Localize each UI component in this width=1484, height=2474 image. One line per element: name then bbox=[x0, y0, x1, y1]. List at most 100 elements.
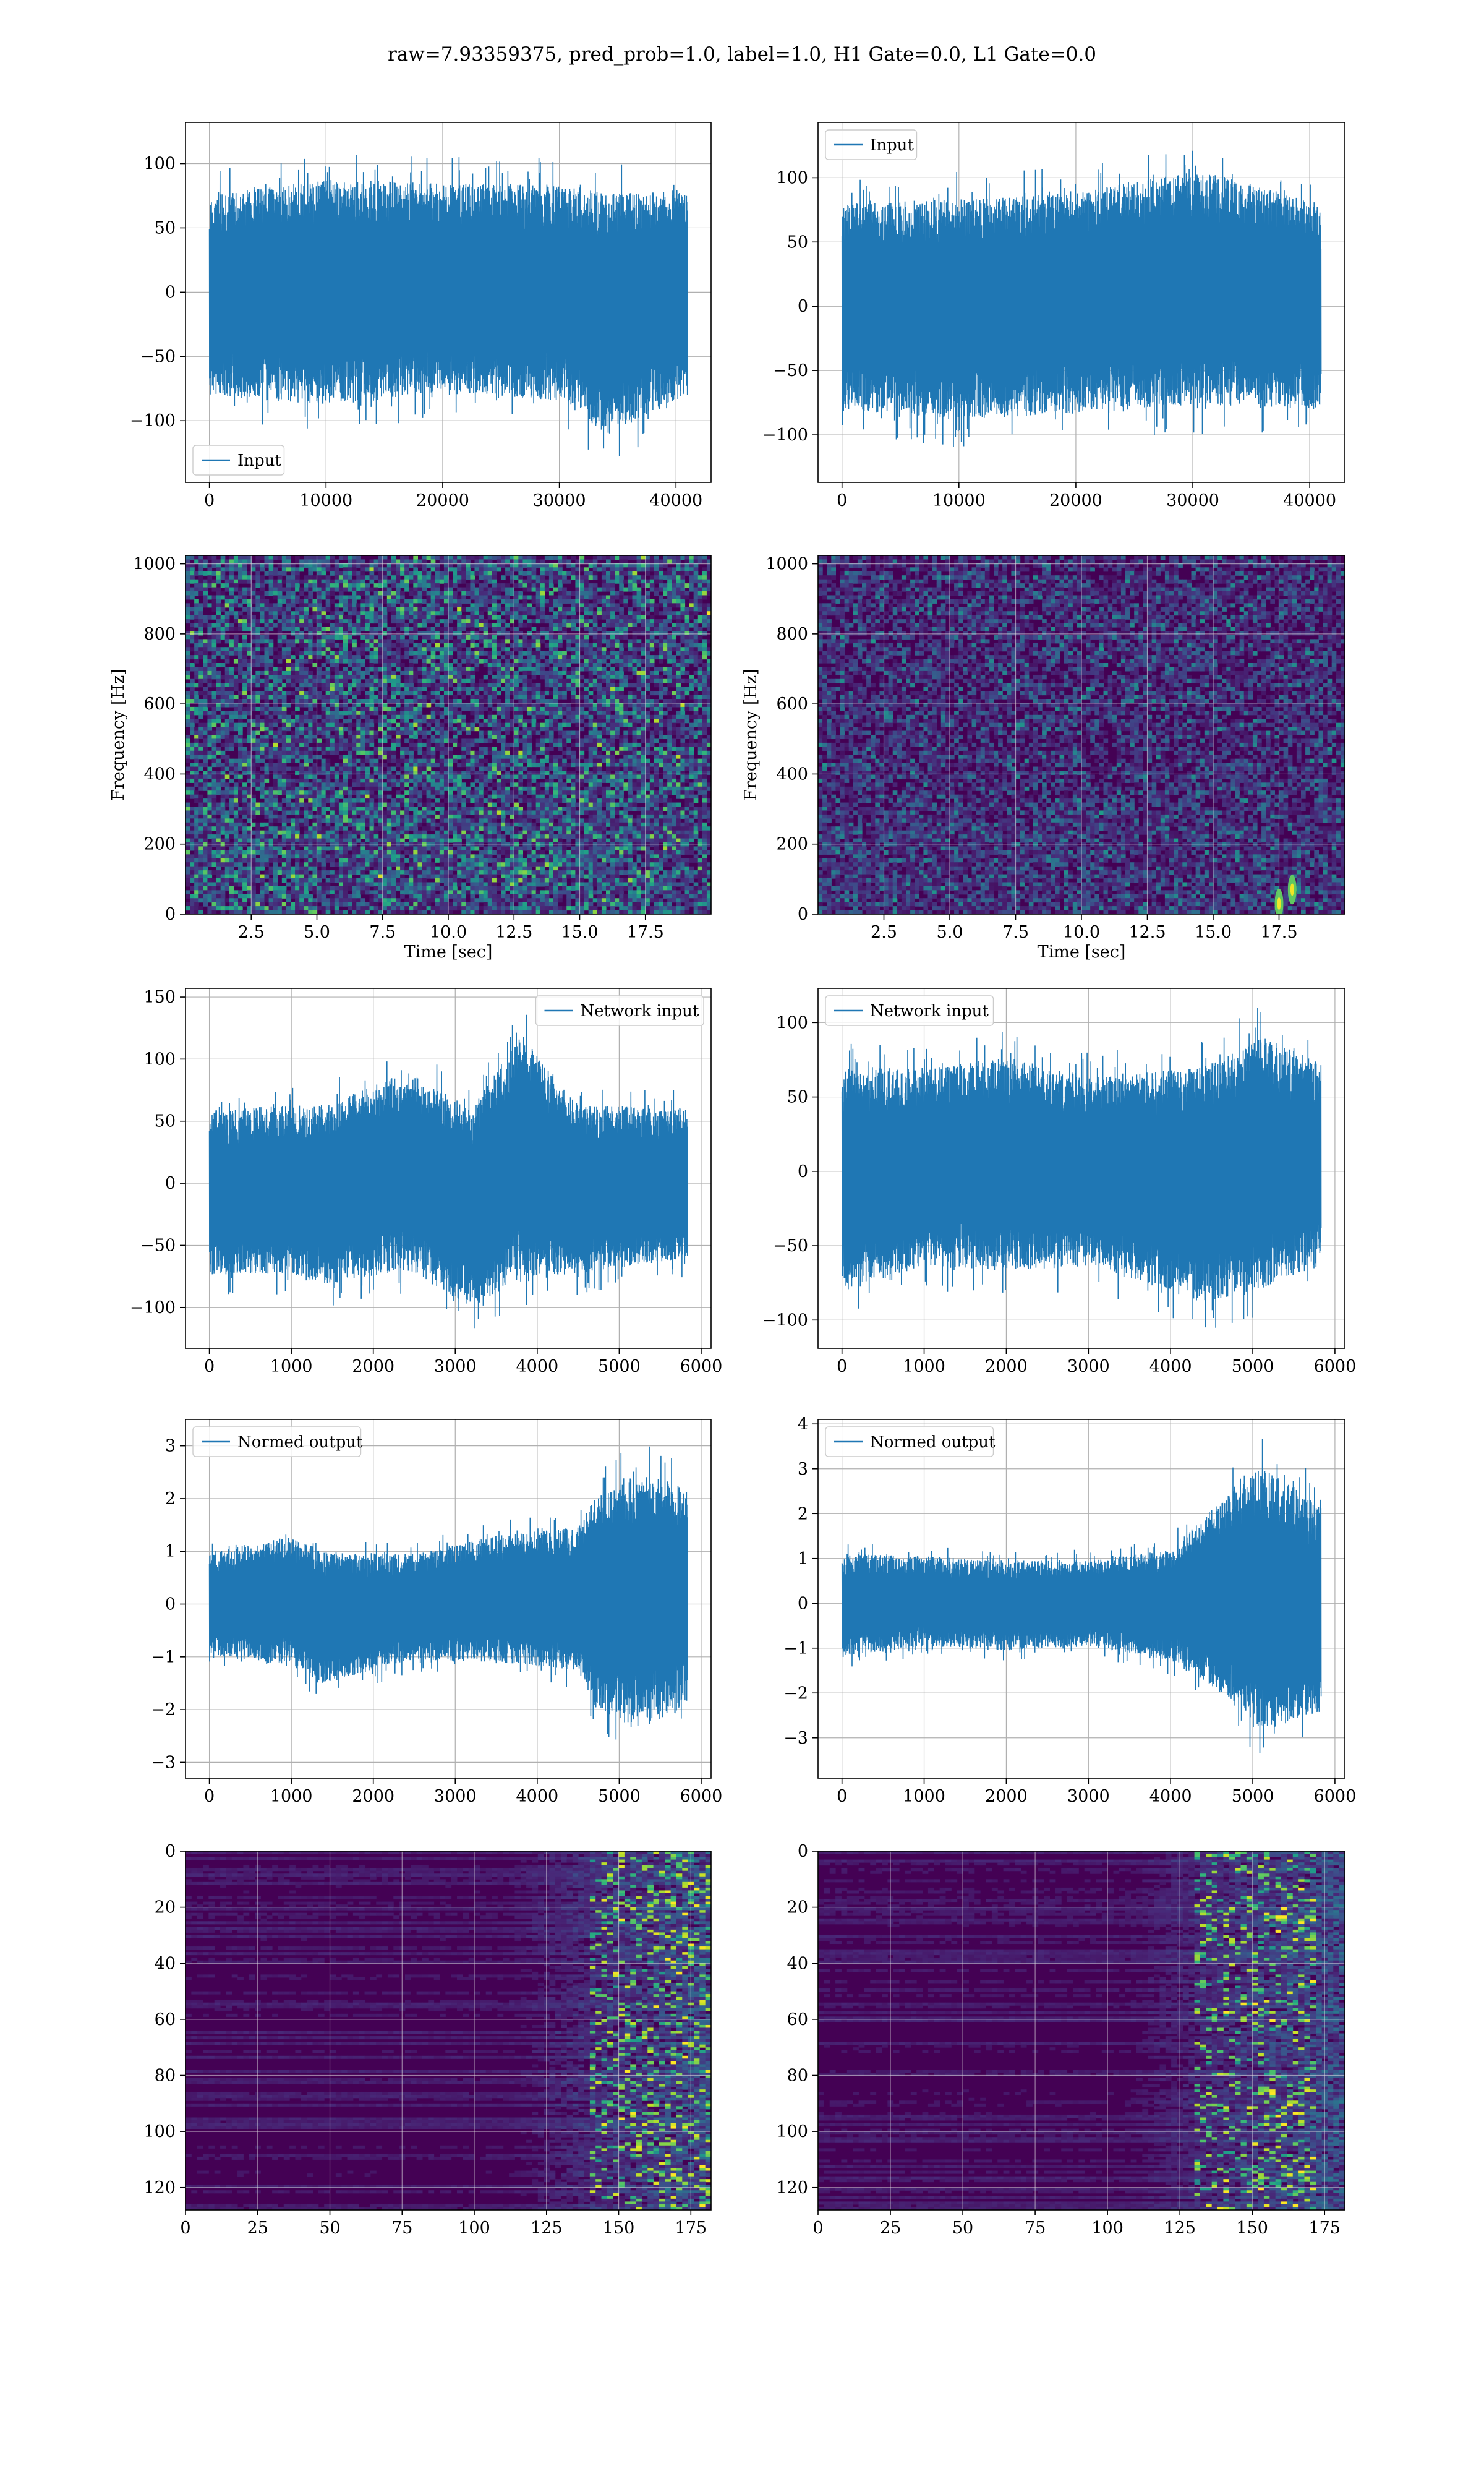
y-tick-label: 20 bbox=[787, 1898, 808, 1917]
x-tick-label: 5.0 bbox=[937, 923, 963, 942]
y-tick-label: 40 bbox=[155, 1954, 176, 1973]
series-line-network-input-l1 bbox=[841, 1008, 1322, 1328]
subplot-normed-output-h1: 0 1000 2000 3000 4000 5000 6000 −3 −2 −1 0 1 2 3 Norme… bbox=[151, 1419, 722, 1806]
axes-frame-feature-map-l1 bbox=[817, 1851, 1345, 2211]
subplot-input-h1: 0 10000 20000 30000 40000 −100 −50 0 50 100 Input bbox=[130, 122, 712, 510]
y-tick-label: −100 bbox=[762, 426, 808, 445]
x-tick-label: 0 bbox=[180, 2219, 190, 2238]
x-tick-label: 6000 bbox=[1314, 1787, 1357, 1806]
ticks-feature-map-l1: 0 25 50 75 100 125 150 175 0 20 40 60 80 100 120 bbox=[776, 1842, 1341, 2238]
y-tick-label: 100 bbox=[143, 2122, 176, 2141]
x-tick-label: 0 bbox=[812, 2219, 823, 2238]
y-tick-label: 0 bbox=[798, 1842, 808, 1861]
x-tick-label: 3000 bbox=[434, 1787, 477, 1806]
y-tick-label: 100 bbox=[776, 168, 808, 187]
y-tick-label: 40 bbox=[787, 1954, 808, 1973]
ticks-normed-output-l1: 0 1000 2000 3000 4000 5000 6000 −3 −2 −1 0 1 2 3 4 bbox=[783, 1415, 1356, 1806]
x-tick-label: 5000 bbox=[598, 1787, 641, 1806]
x-tick-label: 7.5 bbox=[1002, 923, 1029, 942]
y-tick-label: 800 bbox=[776, 625, 808, 644]
x-tick-label: 12.5 bbox=[495, 923, 532, 942]
x-tick-label: 0 bbox=[204, 1357, 215, 1376]
heatmap-feature-map-h1 bbox=[186, 1851, 711, 2210]
y-tick-label: −100 bbox=[762, 1311, 808, 1330]
legend-label: Input bbox=[237, 452, 281, 470]
x-tick-label: 50 bbox=[952, 2219, 973, 2238]
ticks-feature-map-h1: 0 25 50 75 100 125 150 175 0 20 40 60 80 100 120 bbox=[143, 1842, 707, 2238]
x-tick-label: 10000 bbox=[932, 491, 986, 510]
y-tick-label: 2 bbox=[165, 1489, 176, 1509]
x-tick-label: 5000 bbox=[1232, 1787, 1274, 1806]
x-tick-label: 1000 bbox=[903, 1787, 945, 1806]
y-tick-label: −1 bbox=[783, 1639, 808, 1658]
x-tick-label: 75 bbox=[391, 2219, 412, 2238]
x-tick-label: 12.5 bbox=[1128, 923, 1166, 942]
y-tick-label: 200 bbox=[143, 835, 176, 854]
x-tick-label: 10.0 bbox=[1063, 923, 1100, 942]
y-tick-label: 100 bbox=[143, 155, 176, 174]
x-tick-label: 125 bbox=[1164, 2219, 1196, 2238]
x-tick-label: 6000 bbox=[680, 1357, 723, 1376]
x-tick-label: 4000 bbox=[516, 1787, 558, 1806]
x-tick-label: 0 bbox=[204, 491, 215, 510]
y-tick-label: 50 bbox=[155, 1112, 176, 1131]
series-line-input-l1 bbox=[841, 150, 1322, 447]
y-tick-label: 0 bbox=[165, 1595, 176, 1614]
y-tick-label: 120 bbox=[143, 2178, 176, 2198]
legend-label: Normed output bbox=[237, 1433, 363, 1452]
legend-label: Network input bbox=[581, 1002, 699, 1021]
x-tick-label: 15.0 bbox=[1195, 923, 1232, 942]
x-tick-label: 25 bbox=[247, 2219, 268, 2238]
figure-suptitle: raw=7.93359375, pred_prob=1.0, label=1.0… bbox=[0, 43, 1484, 66]
y-tick-label: −2 bbox=[783, 1684, 808, 1703]
y-tick-label: 400 bbox=[143, 764, 176, 784]
y-tick-label: −3 bbox=[151, 1753, 176, 1772]
y-tick-label: 100 bbox=[143, 1050, 176, 1069]
y-tick-label: 400 bbox=[776, 764, 808, 784]
x-tick-label: 0 bbox=[837, 1787, 847, 1806]
heatmap-spectrogram-l1 bbox=[818, 555, 1345, 914]
y-tick-label: 120 bbox=[776, 2178, 808, 2198]
y-axis-label: Frequency [Hz] bbox=[741, 669, 761, 800]
x-tick-label: 10.0 bbox=[430, 923, 467, 942]
y-tick-label: 50 bbox=[787, 1088, 808, 1107]
y-tick-label: 150 bbox=[143, 988, 176, 1007]
x-tick-label: 2.5 bbox=[871, 923, 897, 942]
y-tick-label: 3 bbox=[798, 1460, 808, 1479]
ticks-network-input-l1: 0 1000 2000 3000 4000 5000 6000 −100 −50 0 50 100 bbox=[762, 1013, 1356, 1376]
x-tick-label: 6000 bbox=[1314, 1357, 1357, 1376]
y-tick-label: 80 bbox=[155, 2066, 176, 2086]
x-tick-label: 150 bbox=[603, 2219, 635, 2238]
ticks-input-h1: 0 10000 20000 30000 40000 −100 −50 0 50 100 bbox=[130, 155, 702, 510]
axes-frame-input-l1 bbox=[817, 122, 1345, 483]
y-tick-label: 600 bbox=[143, 695, 176, 714]
x-tick-label: 5000 bbox=[598, 1357, 641, 1376]
y-tick-label: 200 bbox=[776, 835, 808, 854]
x-tick-label: 6000 bbox=[680, 1787, 723, 1806]
y-tick-label: 0 bbox=[165, 905, 176, 924]
y-tick-label: 3 bbox=[165, 1437, 176, 1456]
subplot-input-l1: 0 10000 20000 30000 40000 −100 −50 0 50 100 Input bbox=[762, 122, 1345, 510]
legend-normed-output-l1: Normed output bbox=[825, 1426, 996, 1457]
x-tick-label: 2000 bbox=[352, 1787, 394, 1806]
y-tick-label: −50 bbox=[140, 1236, 176, 1255]
legend-label: Network input bbox=[870, 1002, 989, 1021]
subplot-network-input-l1: 0 1000 2000 3000 4000 5000 6000 −100 −50 0 50 100 Ne… bbox=[762, 988, 1356, 1376]
axes-frame-input-h1 bbox=[185, 122, 712, 483]
x-tick-label: 150 bbox=[1236, 2219, 1268, 2238]
y-tick-label: 100 bbox=[776, 1013, 808, 1032]
subplot-feature-map-l1: 0 25 50 75 100 125 150 175 0 20 40 60 80 100 120 bbox=[776, 1842, 1345, 2238]
y-tick-label: 1 bbox=[798, 1549, 808, 1569]
y-tick-label: 1000 bbox=[765, 555, 808, 574]
legend-normed-output-h1: Normed output bbox=[192, 1426, 363, 1457]
ticks-network-input-h1: 0 1000 2000 3000 4000 5000 6000 −100 −50 0 50 100 15… bbox=[130, 988, 722, 1376]
x-tick-label: 0 bbox=[837, 491, 847, 510]
y-tick-label: 0 bbox=[798, 1162, 808, 1181]
legend-input-h1: Input bbox=[192, 445, 285, 476]
x-tick-label: 175 bbox=[1308, 2219, 1341, 2238]
ticks-normed-output-h1: 0 1000 2000 3000 4000 5000 6000 −3 −2 −1 0 1 2 3 bbox=[151, 1437, 722, 1806]
x-tick-label: 10000 bbox=[299, 491, 352, 510]
x-tick-label: 30000 bbox=[1166, 491, 1219, 510]
x-tick-label: 17.5 bbox=[627, 923, 664, 942]
